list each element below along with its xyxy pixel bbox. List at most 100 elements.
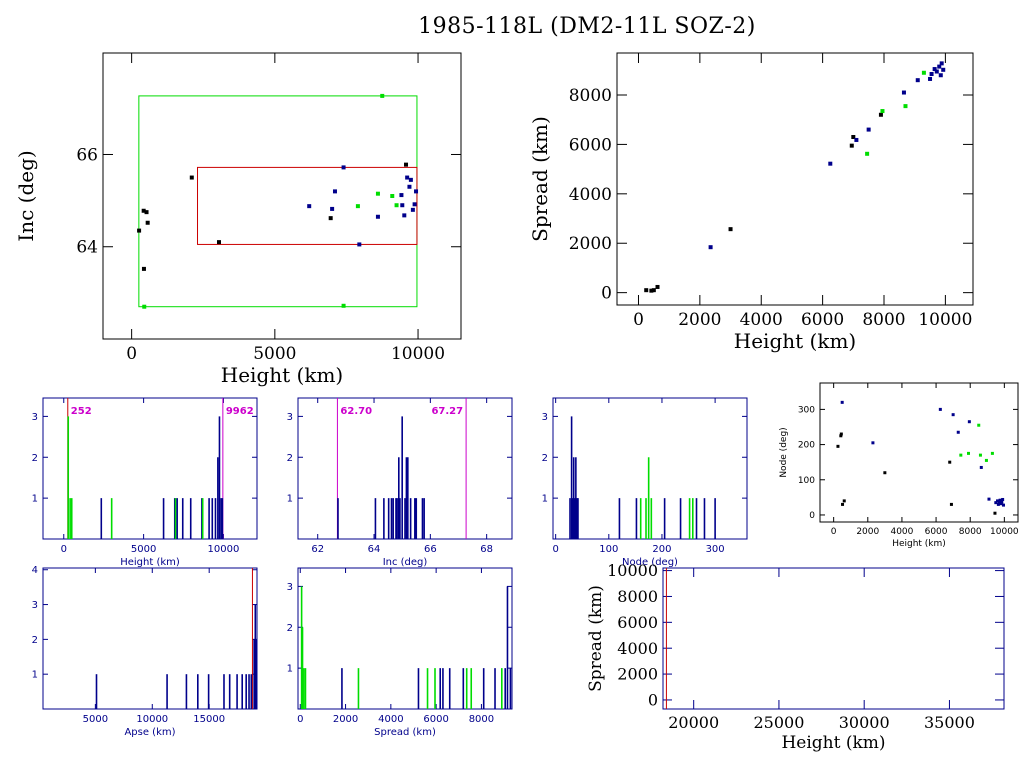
plot-frame <box>102 52 462 340</box>
x-tick-label: 10000 <box>990 527 1019 537</box>
y-tick-label: 3 <box>32 600 38 611</box>
data-point <box>341 303 346 308</box>
y-tick-label: 3 <box>542 412 548 423</box>
y-tick-label: 66 <box>76 145 98 165</box>
chart-apse_hist: 5000 10000 15000 1 2 3 4 Apse (km) <box>32 565 258 738</box>
x-tick-label: 8000 <box>469 714 494 725</box>
data-point <box>949 502 953 506</box>
y-tick-label: 300 <box>798 406 815 416</box>
x-tick-label: 0 <box>126 344 137 364</box>
data-point <box>405 175 410 180</box>
data-point <box>189 175 194 180</box>
data-point <box>880 109 885 114</box>
data-point <box>987 497 991 501</box>
data-point <box>903 104 908 109</box>
x-tick-label: 200 <box>652 544 671 555</box>
data-point <box>842 499 846 503</box>
data-point <box>921 70 926 75</box>
data-point <box>956 430 960 434</box>
data-point <box>355 204 360 209</box>
data-point <box>993 511 997 515</box>
data-point <box>998 498 1002 502</box>
data-point <box>141 208 146 213</box>
data-point <box>375 191 380 196</box>
x-tick-label: 2000 <box>856 527 879 537</box>
data-point <box>996 502 1000 506</box>
x-tick-label: 8000 <box>959 527 982 537</box>
x-tick-label: 5000 <box>253 344 296 364</box>
data-point <box>938 407 942 411</box>
y-axis-label: Inc (deg) <box>14 150 38 241</box>
plot-frame <box>616 52 974 306</box>
x-tick-label: 100 <box>599 544 618 555</box>
x-tick-label: 0 <box>831 527 837 537</box>
y-tick-label: 2 <box>32 453 38 464</box>
data-point <box>655 284 660 289</box>
x-tick-label: 4000 <box>378 714 403 725</box>
x-tick-label: 15000 <box>193 714 225 725</box>
x-tick-label: 8000 <box>862 310 905 330</box>
x-tick-label: 10000 <box>208 544 240 555</box>
data-point <box>400 203 405 208</box>
y-tick-label: 2 <box>542 453 548 464</box>
plot-frame <box>819 382 1019 523</box>
data-point <box>878 112 883 117</box>
data-point <box>967 451 970 455</box>
chart-spread_vs_height: 0 2000 4000 6000 8000 10000 0 2000 4000 6000 8000 H… <box>528 52 974 353</box>
y-tick-label: 1 <box>32 670 38 681</box>
x-tick-label: 62 <box>311 544 324 555</box>
x-tick-label: 0 <box>552 544 558 555</box>
y-tick-label: 4000 <box>617 639 658 658</box>
data-point <box>883 471 887 475</box>
data-point <box>649 288 654 293</box>
x-tick-label: 10000 <box>136 714 168 725</box>
x-tick-label: 6000 <box>925 527 948 537</box>
data-point <box>651 288 656 293</box>
x-tick-label: 0 <box>61 544 67 555</box>
data-point <box>865 151 870 156</box>
data-point <box>948 460 952 464</box>
data-point <box>967 420 971 424</box>
data-point <box>216 240 221 245</box>
data-point <box>399 193 404 198</box>
plot-frame <box>42 567 258 710</box>
range-box <box>138 95 418 308</box>
data-point <box>977 423 981 427</box>
data-point <box>390 194 395 198</box>
y-tick-label: 3 <box>32 412 38 423</box>
y-tick-label: 4 <box>32 565 38 576</box>
data-point <box>357 242 362 247</box>
data-point <box>996 499 1000 503</box>
y-tick-label: 100 <box>798 476 815 486</box>
data-point <box>137 228 142 233</box>
limit-marker-label: 62.70 <box>340 406 372 417</box>
chart-spread_vs_height_empty: 20000 25000 30000 35000 0 2000 4000 6000 8000 100… <box>586 561 1005 753</box>
x-tick-label: 6000 <box>801 310 844 330</box>
data-point <box>839 432 843 436</box>
x-tick-label: 4000 <box>740 310 783 330</box>
x-tick-label: 2000 <box>333 714 358 725</box>
data-point <box>708 245 713 250</box>
x-axis-label: Height (km) <box>734 329 856 353</box>
y-tick-label: 0 <box>809 511 815 521</box>
y-tick-label: 8000 <box>617 587 658 606</box>
plot-frame <box>662 567 1005 710</box>
chart-inc_hist: 62 64 66 68 1 2 3 Inc (deg) 62.70 67.27 <box>287 397 513 568</box>
data-point <box>407 184 412 189</box>
data-point <box>928 76 933 81</box>
data-point <box>941 67 946 72</box>
y-tick-label: 6000 <box>617 613 658 632</box>
limit-marker-label: 252 <box>71 406 92 417</box>
x-tick-label: 4000 <box>890 527 913 537</box>
x-tick-label: 10000 <box>391 344 445 364</box>
y-tick-label: 1 <box>287 664 293 675</box>
y-tick-label: 2000 <box>617 665 658 684</box>
x-tick-label: 64 <box>368 544 381 555</box>
data-point <box>330 206 335 211</box>
x-axis-label: Height (km) <box>781 733 885 753</box>
limit-marker-label: 67.27 <box>431 406 463 417</box>
plot-frame <box>42 397 258 540</box>
data-point <box>410 207 415 212</box>
y-axis-label: Spread (km) <box>528 116 552 242</box>
